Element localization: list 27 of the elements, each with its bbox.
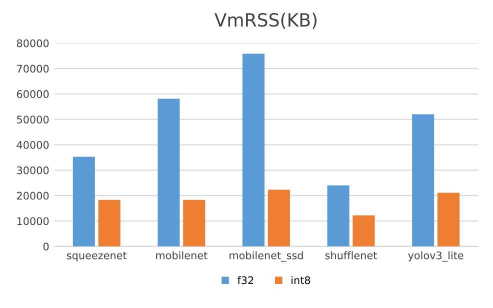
bar [72,156,95,246]
y-tick-label: 60000 [16,90,49,98]
bar [183,200,206,246]
y-tick-label: 0 [43,242,49,251]
bar [98,200,120,246]
x-tick-label: mobilenet_ssd [230,251,303,262]
x-tick-label: mobilenet [156,251,208,260]
legend-label: f32 [237,276,254,284]
y-tick-label: 70000 [17,64,49,73]
x-tick-label: squeezenet [66,252,127,262]
x-tick-label: shufflenet [325,251,377,260]
y-tick-label: 10000 [17,217,49,226]
chart-title: VmRSS(KB) [214,12,317,29]
x-tick-label: yolov3_lite [408,251,464,262]
y-tick-label: 50000 [17,116,49,124]
bar [158,98,180,246]
bar [327,185,350,246]
y-tick-label: 80000 [16,39,49,48]
bar [438,192,460,246]
bar [268,190,290,246]
y-tick-label: 20000 [16,192,49,200]
y-tick-label: 40000 [16,140,49,149]
legend-label: int8 [292,276,310,284]
bar [352,215,375,246]
bar [412,114,434,246]
bar [242,54,265,246]
y-tick-label: 30000 [17,166,49,174]
